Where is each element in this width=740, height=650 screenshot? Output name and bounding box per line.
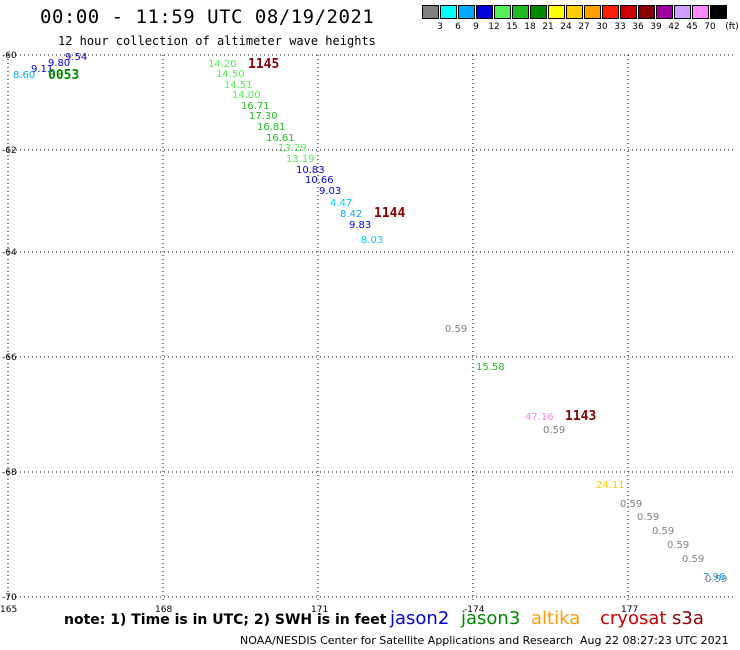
pass-time-label: 1145 (248, 57, 279, 72)
longitude-label: 168 (155, 605, 172, 615)
legend-swatch (674, 5, 691, 19)
legend-swatch (692, 5, 709, 19)
legend-label: 3 (437, 22, 443, 32)
legend-label: 21 (542, 22, 554, 32)
legend-label: 39 (650, 22, 662, 32)
legend-swatch (638, 5, 655, 19)
swh-observation: 14.51 (224, 80, 253, 91)
legend-swatch (584, 5, 601, 19)
pass-time-label: 1143 (565, 409, 596, 424)
legend-swatch (602, 5, 619, 19)
legend-swatch (422, 5, 439, 19)
swh-observation: 16.61 (266, 133, 295, 144)
map-title: 00:00 - 11:59 UTC 08/19/2021 (40, 6, 375, 28)
legend-label: 33 (614, 22, 626, 32)
legend-label: 6 (455, 22, 461, 32)
legend-label: 18 (524, 22, 536, 32)
swh-observation: 8.60 (13, 70, 35, 81)
legend-label: 45 (686, 22, 698, 32)
swh-observation: 0.59 (637, 512, 659, 523)
swh-observation: 9.80 (48, 58, 70, 69)
swh-observation: 4.47 (330, 198, 352, 209)
swh-observation: 0.59 (682, 554, 704, 565)
swh-observation: 0.59 (652, 526, 674, 537)
generation-timestamp: Aug 22 08:27:23 UTC 2021 (580, 634, 729, 647)
satellite-name: jason3 (461, 608, 521, 629)
latitude-label: -62 (2, 146, 17, 156)
legend-swatch (476, 5, 493, 19)
legend-label: 27 (578, 22, 590, 32)
swh-observation: 0.59 (445, 324, 467, 335)
swh-observation: 7.96 (703, 572, 725, 583)
legend-label: 30 (596, 22, 608, 32)
legend-swatch (458, 5, 475, 19)
swh-observation: 14.50 (216, 69, 245, 80)
map-subtitle: 12 hour collection of altimeter wave hei… (58, 34, 376, 48)
credit-line: NOAA/NESDIS Center for Satellite Applica… (240, 634, 574, 647)
swh-observation: 0.59 (705, 574, 727, 585)
swh-observation: 17.30 (249, 111, 278, 122)
legend-unit: (ft) (725, 22, 739, 32)
latitude-label: -60 (2, 51, 17, 61)
legend-swatch (494, 5, 511, 19)
longitude-label: 171 (311, 605, 328, 615)
legend-label: 9 (473, 22, 479, 32)
legend-label: 42 (668, 22, 680, 32)
satellite-name: cryosat (600, 608, 667, 629)
swh-observation: 47.16 (525, 412, 554, 423)
swh-observation: 14.00 (232, 90, 261, 101)
longitude-label: -174 (464, 605, 485, 615)
satellite-name: jason2 (390, 608, 450, 629)
legend-swatch (548, 5, 565, 19)
legend-label: 36 (632, 22, 644, 32)
latitude-label: -68 (2, 468, 17, 478)
legend-swatch (530, 5, 547, 19)
swh-observation: 16.71 (241, 101, 270, 112)
swh-observation: 13.19 (286, 154, 315, 165)
swh-observation: 10.83 (296, 165, 325, 176)
legend-swatch (440, 5, 457, 19)
swh-observation: 8.42 (340, 209, 362, 220)
longitude-label: 177 (621, 605, 638, 615)
footer-note: note: 1) Time is in UTC; 2) SWH is in fe… (64, 612, 387, 628)
latitude-label: -66 (2, 353, 17, 363)
swh-observation: 9.03 (319, 186, 341, 197)
swh-observation: 16.81 (257, 122, 286, 133)
swh-observation: 9.54 (65, 52, 87, 63)
legend-label: 70 (704, 22, 716, 32)
legend-swatch (710, 5, 727, 19)
legend-label: 15 (506, 22, 518, 32)
swh-observation: 15.58 (476, 362, 505, 373)
swh-observation: 14.20 (208, 59, 237, 70)
legend-label: 24 (560, 22, 572, 32)
satellite-name: s3a (672, 608, 704, 629)
swh-observation: 9.11 (31, 64, 53, 75)
legend-swatch (656, 5, 673, 19)
legend-swatch (566, 5, 583, 19)
longitude-label: 165 (0, 605, 17, 615)
swh-observation: 0.59 (667, 540, 689, 551)
swh-observation: 0.59 (543, 425, 565, 436)
legend-label: 12 (488, 22, 500, 32)
legend-swatch (512, 5, 529, 19)
satellite-name: altika (531, 608, 581, 629)
swh-observation: 10.66 (305, 175, 334, 186)
swh-observation: 9.83 (349, 220, 371, 231)
legend-swatch (620, 5, 637, 19)
pass-time-label: 1144 (374, 206, 405, 221)
latitude-label: -70 (2, 593, 17, 603)
latitude-label: -64 (2, 248, 17, 258)
pass-time-label: 0053 (48, 68, 79, 83)
swh-observation: 24.11 (596, 480, 625, 491)
swh-observation: 8.03 (361, 235, 383, 246)
swh-observation: 13.29 (278, 143, 307, 154)
swh-observation: 0.59 (620, 499, 642, 510)
